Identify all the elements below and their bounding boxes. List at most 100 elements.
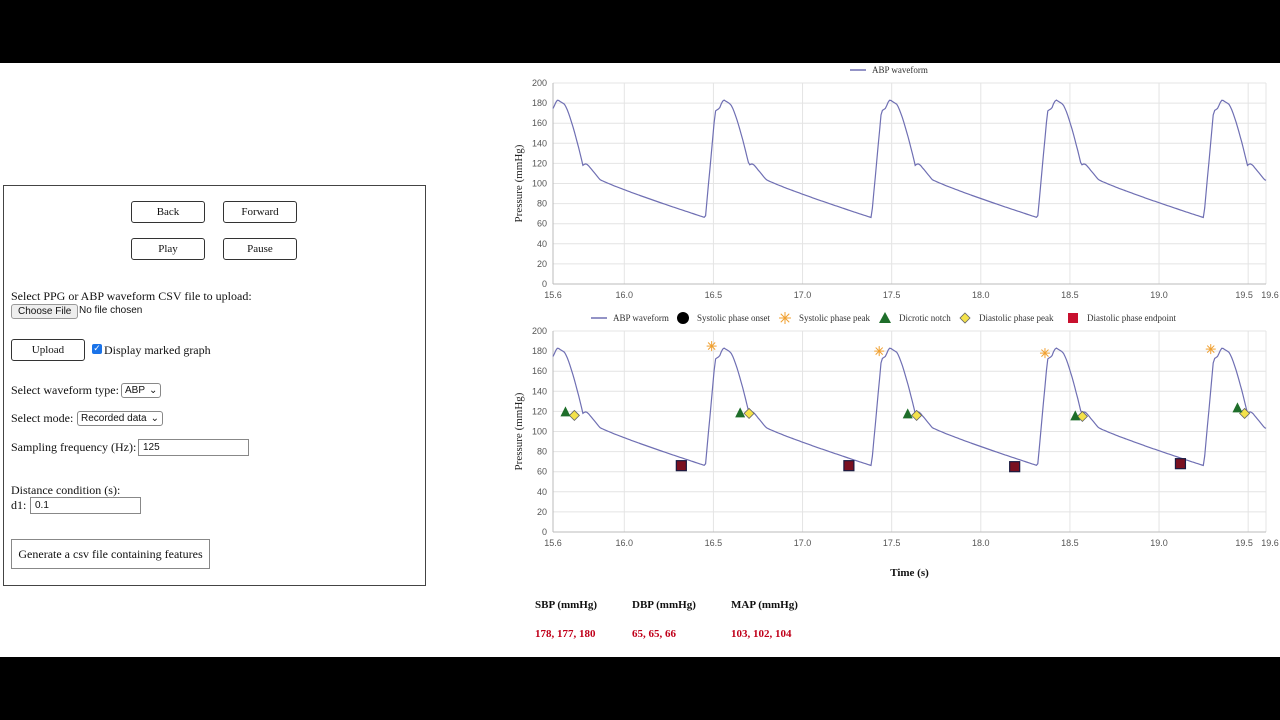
x-tick-label: 19.6 <box>1261 290 1279 300</box>
abp-waveform-series <box>552 99 1267 219</box>
d1-input[interactable]: 0.1 <box>30 497 141 514</box>
legend-diamond-swatch <box>959 312 971 324</box>
systolic-peak-marker <box>874 346 885 357</box>
y-axis-label: Pressure (mmHg) <box>513 392 525 470</box>
map-label: MAP (mmHg) <box>731 599 798 611</box>
y-tick-label: 200 <box>532 326 547 336</box>
x-tick-label: 16.0 <box>616 290 634 300</box>
abp-waveform-chart: 0 20 40 60 80 100 120 140 160 180 200 15.6 16.0 16.5 1… <box>513 65 1279 300</box>
chevron-down-icon: ⌄ <box>150 413 159 424</box>
x-tick-label: 17.0 <box>794 538 812 548</box>
upload-button[interactable]: Upload <box>11 339 85 361</box>
y-tick-label: 120 <box>532 158 547 168</box>
x-tick-label: 18.0 <box>972 538 990 548</box>
systolic-peak-marker <box>1039 348 1050 359</box>
legend-item: Diastolic phase peak <box>959 312 1054 324</box>
x-tick-label: 18.5 <box>1061 538 1079 548</box>
sbp-value: 178, 177, 180 <box>535 628 596 640</box>
legend-circle-swatch <box>677 312 689 324</box>
y-tick-label: 120 <box>532 406 547 416</box>
waveform-type-label: Select waveform type: <box>11 383 119 397</box>
y-tick-label: 40 <box>537 239 547 249</box>
sampling-label: Sampling frequency (Hz): <box>11 440 137 454</box>
display-marked-label: Display marked graph <box>104 343 211 357</box>
y-tick-label: 100 <box>532 179 547 189</box>
y-tick-label: 20 <box>537 259 547 269</box>
choose-file-button[interactable]: Choose File <box>11 304 79 319</box>
abp-marked-waveform-chart: 0 20 40 60 80 100 120 140 160 180 200 15.6 16.0 16.5 1… <box>513 312 1279 579</box>
legend-item: ABP waveform <box>850 65 928 75</box>
systolic-peak-marker <box>1205 344 1216 355</box>
no-file-text: No file chosen <box>79 305 143 316</box>
x-tick-label: 19.0 <box>1150 290 1168 300</box>
mode-label: Select mode: <box>11 411 74 425</box>
legend-triangle-swatch <box>879 312 891 323</box>
dicrotic-notch-marker <box>735 407 746 418</box>
sampling-frequency-input[interactable]: 125 <box>138 439 249 456</box>
dicrotic-notch-marker <box>1070 410 1081 421</box>
app-page: Back Forward Play Pause Select PPG or AB… <box>0 63 1280 657</box>
dbp-value: 65, 65, 66 <box>632 628 676 640</box>
x-tick-label: 19.6 <box>1261 538 1279 548</box>
generate-csv-button[interactable]: Generate a csv file containing features <box>11 539 210 569</box>
x-tick-label: 17.5 <box>883 290 901 300</box>
y-tick-label: 140 <box>532 386 547 396</box>
systolic-peak-marker <box>779 312 791 324</box>
dbp-label: DBP (mmHg) <box>632 599 696 611</box>
y-tick-label: 60 <box>537 467 547 477</box>
y-tick-label: 40 <box>537 487 547 497</box>
legend-label: ABP waveform <box>872 65 928 75</box>
upload-prompt: Select PPG or ABP waveform CSV file to u… <box>11 289 252 303</box>
y-tick-label: 0 <box>542 279 547 289</box>
x-tick-label: 17.0 <box>794 290 812 300</box>
legend-label: Diastolic phase peak <box>979 313 1054 323</box>
y-tick-label: 180 <box>532 98 547 108</box>
legend-label: Systolic phase peak <box>799 313 870 323</box>
distance-label: Distance condition (s): <box>11 483 121 497</box>
y-tick-label: 0 <box>542 527 547 537</box>
dicrotic-notch-marker <box>902 408 913 419</box>
waveform-type-select[interactable]: ABP ⌄ <box>121 383 162 398</box>
legend-item: Diastolic phase endpoint <box>1068 313 1176 323</box>
x-tick-label: 17.5 <box>883 538 901 548</box>
y-tick-label: 200 <box>532 78 547 88</box>
sbp-label: SBP (mmHg) <box>535 599 598 611</box>
dicrotic-notch-marker <box>560 406 571 417</box>
forward-button[interactable]: Forward <box>223 201 297 223</box>
waveform-type-value: ABP <box>125 385 146 396</box>
control-panel: Back Forward Play Pause Select PPG or AB… <box>3 185 426 586</box>
mode-select[interactable]: Recorded data ⌄ <box>77 411 163 426</box>
legend-label: Diastolic phase endpoint <box>1087 313 1176 323</box>
x-tick-label: 15.6 <box>544 290 562 300</box>
y-tick-label: 60 <box>537 219 547 229</box>
legend-item: ABP waveform <box>591 313 669 323</box>
legend-label: ABP waveform <box>613 313 669 323</box>
pause-button[interactable]: Pause <box>223 238 297 260</box>
abp-waveform-series <box>552 347 1267 467</box>
play-button[interactable]: Play <box>131 238 205 260</box>
legend-label: Systolic phase onset <box>697 313 770 323</box>
diastolic-endpoint-marker <box>675 460 687 472</box>
y-tick-label: 80 <box>537 199 547 209</box>
legend-square-swatch <box>1068 313 1078 323</box>
diastolic-endpoint-marker <box>1174 458 1187 470</box>
y-axis-label: Pressure (mmHg) <box>513 144 525 222</box>
legend-item: Systolic phase onset <box>677 312 770 324</box>
x-tick-label: 18.5 <box>1061 290 1079 300</box>
dicrotic-notch-marker <box>1232 402 1243 413</box>
back-button[interactable]: Back <box>131 201 205 223</box>
legend-label: Dicrotic notch <box>899 313 951 323</box>
display-marked-checkbox[interactable]: ✓ <box>92 344 102 354</box>
y-tick-label: 140 <box>532 138 547 148</box>
d1-label: d1: <box>11 498 27 512</box>
y-tick-label: 20 <box>537 507 547 517</box>
y-tick-label: 160 <box>532 118 547 128</box>
x-tick-label: 16.5 <box>705 538 723 548</box>
diastolic-peak-marker <box>911 409 923 421</box>
chevron-down-icon: ⌄ <box>149 385 158 396</box>
mode-value: Recorded data <box>81 413 147 424</box>
diastolic-endpoint-marker <box>1009 461 1021 473</box>
x-tick-label: 19.0 <box>1150 538 1168 548</box>
x-axis-label: Time (s) <box>890 567 929 579</box>
diastolic-peak-marker <box>1076 410 1088 422</box>
